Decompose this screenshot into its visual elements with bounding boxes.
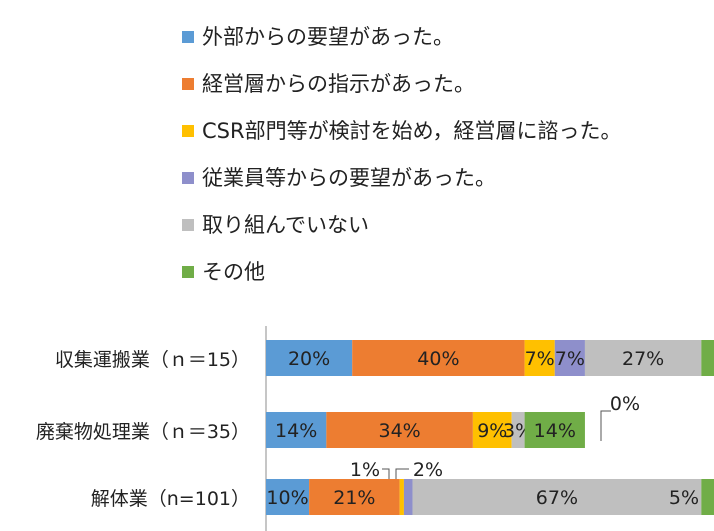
leader-line: [395, 468, 409, 479]
category-label: 収集運搬業（ｎ＝15）: [55, 349, 250, 371]
data-label: 5%: [669, 487, 699, 509]
data-label: 21%: [333, 487, 375, 509]
data-label: 10%: [266, 487, 308, 509]
bar-segment: [524, 340, 555, 376]
data-label: 0%: [610, 393, 640, 415]
data-label: 34%: [378, 420, 420, 442]
legend-label: その他: [202, 260, 265, 284]
data-label: 2%: [413, 459, 443, 481]
bar-segment: [511, 412, 525, 448]
bar-segment: [701, 340, 714, 376]
bar-segment: [403, 479, 413, 515]
data-label: 7%: [555, 348, 585, 370]
bar-segment: [266, 412, 327, 448]
legend-swatch: [182, 219, 194, 231]
bar-segment: [412, 479, 702, 515]
bar-segment: [399, 479, 404, 515]
data-label: 14%: [534, 420, 576, 442]
bar-segment: [309, 479, 400, 515]
data-label: 1%: [350, 459, 380, 481]
legend-label: 外部からの要望があった。: [202, 25, 454, 49]
bar-segment: [266, 479, 310, 515]
bar-segment: [584, 340, 702, 376]
leader-line: [382, 468, 390, 479]
data-label: 14%: [275, 420, 317, 442]
data-label: 7%: [525, 348, 555, 370]
legend-label: 従業員等からの要望があった。: [202, 166, 496, 190]
legend-swatch: [182, 125, 194, 137]
legend-label: CSR部門等が検討を始め，経営層に諮った。: [202, 119, 622, 143]
data-label: 67%: [536, 487, 578, 509]
bar-segment: [524, 412, 585, 448]
bar-segment: [472, 412, 512, 448]
legend-swatch: [182, 31, 194, 43]
bar-segment: [352, 340, 525, 376]
category-label: 廃棄物処理業（ｎ＝35）: [36, 421, 250, 443]
data-label: 27%: [622, 348, 664, 370]
bar-segment: [554, 340, 585, 376]
legend-swatch: [182, 172, 194, 184]
legend-swatch: [182, 78, 194, 90]
data-label: 9%: [477, 420, 507, 442]
bar-segment: [266, 340, 353, 376]
legend-swatch: [182, 266, 194, 278]
leader-line: [600, 410, 611, 441]
bar-segment: [701, 479, 714, 515]
category-label: 解体業（n=101）: [91, 488, 250, 510]
data-label: 40%: [417, 348, 459, 370]
legend-label: 取り組んでいない: [202, 213, 369, 237]
bar-segment: [326, 412, 473, 448]
legend-label: 経営層からの指示があった。: [202, 72, 475, 96]
data-label: 20%: [288, 348, 330, 370]
